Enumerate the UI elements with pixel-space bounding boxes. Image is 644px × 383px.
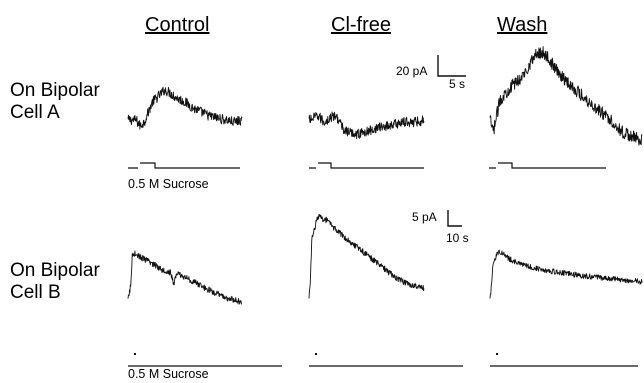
stimulus-marker-wash [489,162,606,169]
stimulus-dot [134,353,136,355]
row-label-line: Cell B [10,282,61,303]
row-label-cell-a: On Bipolar Cell A [10,80,100,123]
stimulus-marker-cl-free [309,162,424,169]
scale-bar-x-label: 5 s [449,77,465,91]
trace-cell-a-control [127,86,243,130]
column-title-control: Control [145,14,209,36]
scale-bar-cell-a: 20 pA 5 s [396,55,466,91]
row-label-line: On Bipolar [10,80,100,101]
stimulus-label-cell-b: 0.5 M Sucrose [128,367,209,381]
row-label-line: Cell A [10,102,60,123]
trace-cell-b-cl-free [308,214,425,299]
stimulus-marker-control [128,162,240,169]
trace-cell-b-wash [489,249,643,299]
scale-bar-lines [447,210,462,227]
traces [127,46,643,305]
scale-bar-y-label: 5 pA [412,210,437,224]
row-label-cell-b: On Bipolar Cell B [10,260,100,303]
trace-cell-a-cl-free [308,111,425,140]
stimulus-dot [315,353,317,355]
stimulus-markers-cell-b [128,353,638,367]
scale-bar-lines [437,55,466,77]
stimulus-label-cell-a: 0.5 M Sucrose [128,177,209,191]
scale-bar-cell-b: 5 pA 10 s [412,210,469,245]
column-title-wash: Wash [497,14,547,36]
trace-cell-a-wash [489,46,643,146]
stimulus-markers-cell-a [128,162,606,169]
stimulus-dot [496,353,498,355]
scale-bar-y-label: 20 pA [396,64,427,78]
scale-bar-x-label: 10 s [446,231,469,245]
row-label-line: On Bipolar [10,260,100,281]
column-title-cl-free: Cl-free [331,14,391,36]
trace-cell-b-control [127,250,243,305]
